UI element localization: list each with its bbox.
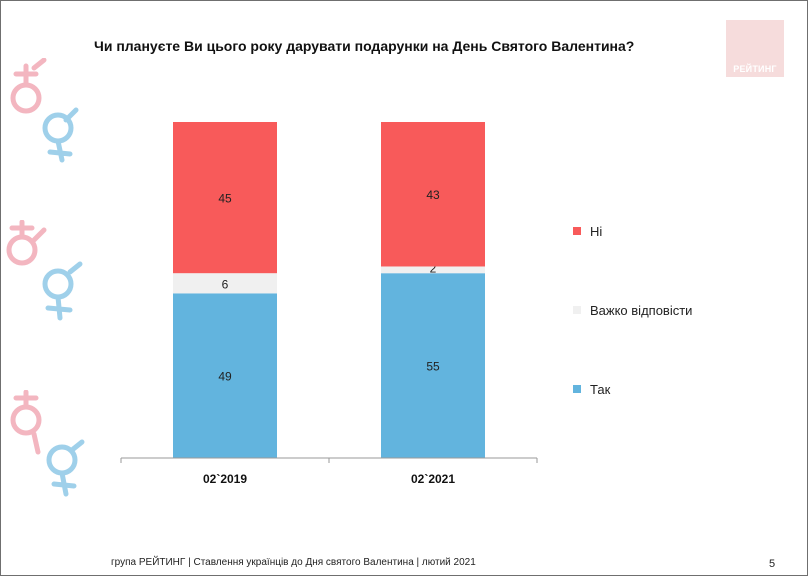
data-label: 55 <box>426 360 440 374</box>
data-label: 2 <box>430 261 437 275</box>
bar-segment <box>173 293 277 458</box>
x-tick-label: 02`2019 <box>203 472 247 486</box>
legend-swatch <box>573 306 581 314</box>
data-label: 49 <box>218 370 232 384</box>
gender-symbols-icon <box>10 390 85 497</box>
logo-text: РЕЙТИНГ <box>733 64 777 74</box>
rating-logo: РЕЙТИНГ <box>726 20 784 77</box>
legend-swatch <box>573 385 581 393</box>
gender-symbols-icon <box>10 58 79 163</box>
bar-segment <box>381 273 485 458</box>
page-number: 5 <box>769 558 776 570</box>
footer-text: група РЕЙТИНГ | Ставлення українців до Д… <box>111 557 476 568</box>
data-label: 6 <box>222 277 229 291</box>
bar-segment <box>381 122 485 267</box>
data-label: 43 <box>426 188 440 202</box>
bar-segment <box>173 122 277 274</box>
data-label: 45 <box>218 192 232 206</box>
legend-swatch <box>573 227 581 235</box>
chart-title: Чи плануєте Ви цього року дарувати подар… <box>94 38 635 54</box>
x-tick-label: 02`2021 <box>411 472 455 486</box>
legend-label: Ні <box>590 224 602 239</box>
legend-label: Важко відповісти <box>590 303 692 318</box>
gender-symbols-icon <box>6 220 83 321</box>
legend-label: Так <box>590 382 611 397</box>
bar-segment <box>173 273 277 294</box>
bar-segment <box>381 266 485 274</box>
